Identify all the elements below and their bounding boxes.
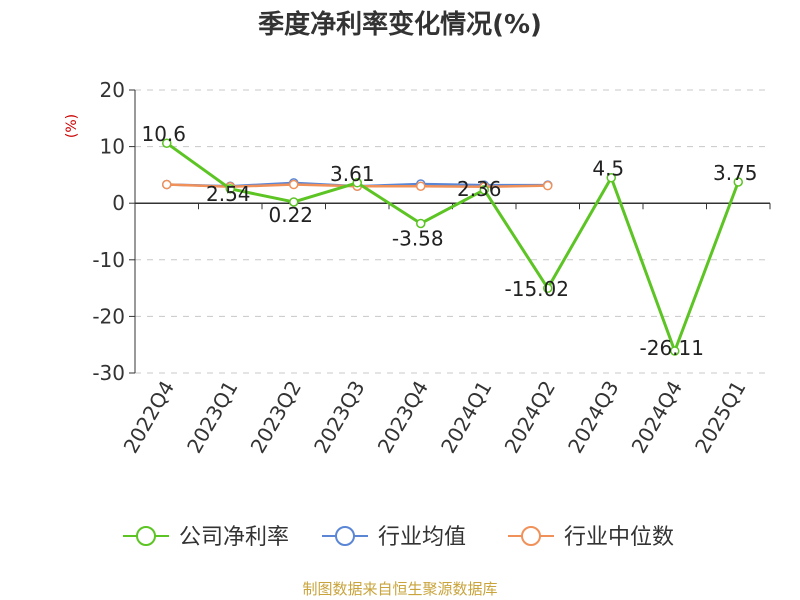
data-label: -3.58 [392,226,444,250]
legend-swatch-marker [521,526,541,546]
data-point [606,172,616,183]
data-point [416,218,426,229]
data-labels: 10.6 2.54 0.22 3.61 -3.58 2.36 -15.02 4.5 -26.11… [141,122,757,360]
data-label: 2.54 [206,182,251,206]
data-label: 2.36 [457,177,502,201]
legend-label: 公司净利率 [179,525,289,550]
series-lines [162,138,743,356]
data-label: -26.11 [640,336,704,360]
data-point [289,197,299,207]
x-tick-label: 2024Q3 [563,377,623,458]
y-tick-label: 20 [100,78,125,102]
x-tick-label: 2023Q4 [373,377,433,458]
data-point [162,179,172,190]
data-point [543,180,553,191]
data-label: 3.75 [713,161,758,185]
x-tick-label: 2024Q4 [627,377,687,458]
data-point [352,178,362,188]
data-label: 0.22 [268,203,313,227]
y-tick-label: -10 [92,248,125,272]
axes [134,90,770,373]
x-tick-label: 2023Q3 [309,377,369,458]
data-label: 4.5 [592,157,624,181]
x-tick-label: 2022Q4 [119,377,179,458]
source-note: 制图数据来自恒生聚源数据库 [302,580,498,598]
data-label: 10.6 [141,122,186,146]
x-tick-label: 2024Q2 [500,377,560,458]
x-tick-label: 2023Q2 [246,377,306,458]
y-axis-label: (%) [64,114,80,138]
data-point [670,346,680,356]
y-tick-label: 10 [100,135,125,159]
data-point [289,179,299,190]
data-point [225,184,235,194]
x-axis-ticks: 2022Q4 2023Q1 2023Q2 2023Q3 2023Q4 2024Q1 2024… [119,203,771,458]
legend-label: 行业中位数 [564,525,674,550]
legend-swatch-marker [136,526,156,546]
data-label: -15.02 [505,277,569,301]
legend-label: 行业均值 [378,525,466,550]
data-point [543,283,553,293]
legend-swatch-marker [335,526,355,546]
data-point [733,177,743,187]
x-tick-label: 2023Q1 [182,377,242,458]
grid [135,89,770,374]
y-tick-label: 0 [112,191,125,215]
series-line [165,141,740,353]
x-tick-label: 2025Q1 [690,377,750,458]
y-tick-label: -20 [92,304,125,328]
x-tick-label: 2024Q1 [436,377,496,458]
y-tick-label: -30 [92,361,125,385]
data-point [479,185,489,195]
chart-title: 季度净利率变化情况(%) [258,10,542,40]
data-label: 3.61 [330,162,375,186]
y-axis-ticks: 20 10 0 -10 -20 -30 [92,78,135,385]
legend: 公司净利率 行业均值 行业中位数 [123,525,674,550]
data-point [162,138,172,148]
data-point [416,181,426,191]
